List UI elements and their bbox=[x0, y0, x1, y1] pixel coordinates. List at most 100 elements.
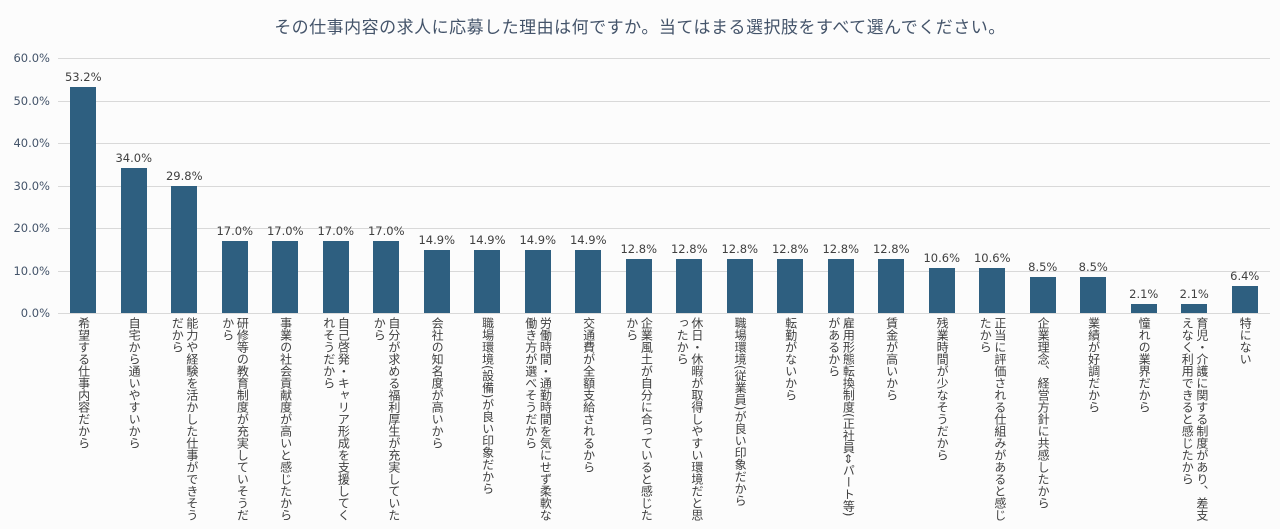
bar-value-label: 17.0% bbox=[216, 224, 254, 238]
bar-value-label: 2.1% bbox=[1129, 287, 1159, 301]
gridline bbox=[58, 313, 1270, 314]
bar-value-label: 12.8% bbox=[721, 242, 759, 256]
category-label: 賃金が高いから bbox=[884, 317, 899, 401]
gridline bbox=[58, 143, 1270, 144]
category-label: 育児・介護に関する制度があり、差支えなく利用できると感じたから bbox=[1180, 317, 1209, 521]
category-label: 自宅から通いやすいから bbox=[127, 317, 142, 449]
category-label: 職場環境(従業員)が良い印象だから bbox=[733, 317, 748, 507]
category-label: 転勤がないから bbox=[783, 317, 798, 401]
category-label: 会社の知名度が高いから bbox=[430, 317, 445, 449]
category-label: 企業風土が自分に合っていると感じたから bbox=[624, 317, 654, 521]
bar-slot: 10.6% bbox=[967, 58, 1018, 313]
bar-slot: 12.8% bbox=[614, 58, 665, 313]
category-label-cell: 特にない bbox=[1220, 317, 1271, 525]
category-label-cell: 残業時間が少なそうだから bbox=[917, 317, 968, 525]
bar bbox=[120, 168, 147, 313]
bar bbox=[171, 186, 198, 313]
category-label-cell: 転勤がないから bbox=[765, 317, 816, 525]
bar-slot: 17.0% bbox=[361, 58, 412, 313]
bar bbox=[1029, 277, 1056, 313]
category-label: 企業理念、経営方針に共感したから bbox=[1036, 317, 1051, 509]
bar-value-label: 12.8% bbox=[620, 242, 658, 256]
bar bbox=[625, 259, 652, 313]
category-label-cell: 職場環境(従業員)が良い印象だから bbox=[715, 317, 766, 525]
category-label-cell: 育児・介護に関する制度があり、差支えなく利用できると感じたから bbox=[1169, 317, 1220, 525]
category-label: 労働時間・通勤時間を気にせず柔軟な働き方が選べそうだから bbox=[523, 317, 553, 521]
gridline bbox=[58, 186, 1270, 187]
category-label: 正当に評価される仕組みがあると感じたから bbox=[978, 317, 1007, 521]
bar-value-label: 14.9% bbox=[569, 233, 607, 247]
bar-value-label: 17.0% bbox=[367, 224, 405, 238]
bar-slot: 6.4% bbox=[1220, 58, 1271, 313]
bar-slot: 8.5% bbox=[1018, 58, 1069, 313]
bar-slot: 17.0% bbox=[311, 58, 362, 313]
bar-value-label: 53.2% bbox=[64, 70, 102, 84]
bar bbox=[272, 241, 299, 313]
category-label-cell: 自分が求める福利厚生が充実していたから bbox=[361, 317, 412, 525]
category-label: 憧れの業界だから bbox=[1137, 317, 1152, 413]
bar bbox=[474, 250, 501, 313]
bar-value-label: 29.8% bbox=[165, 169, 203, 183]
category-label: 事業の社会貢献度が高いと感じたから bbox=[278, 317, 293, 521]
y-axis-tick-label: 60.0% bbox=[13, 51, 50, 65]
bar-value-label: 6.4% bbox=[1230, 269, 1260, 283]
bar-value-label: 17.0% bbox=[317, 224, 355, 238]
bar bbox=[70, 87, 97, 313]
category-label-cell: 休日・休暇が取得しやすい環境だと思ったから bbox=[664, 317, 715, 525]
gridline bbox=[58, 228, 1270, 229]
bar-value-label: 2.1% bbox=[1179, 287, 1209, 301]
bar-value-label: 17.0% bbox=[266, 224, 304, 238]
bar-value-label: 10.6% bbox=[973, 251, 1011, 265]
bar-value-label: 12.8% bbox=[822, 242, 860, 256]
category-label-cell: 企業理念、経営方針に共感したから bbox=[1018, 317, 1069, 525]
category-label: 特にない bbox=[1238, 317, 1253, 365]
category-label-cell: 自己啓発・キャリア形成を支援してくれそうだから bbox=[311, 317, 362, 525]
bar-slot: 53.2% bbox=[58, 58, 109, 313]
y-axis-tick-label: 0.0% bbox=[20, 306, 50, 320]
bar bbox=[777, 259, 804, 313]
bar-slot: 10.6% bbox=[917, 58, 968, 313]
bar-value-label: 10.6% bbox=[923, 251, 961, 265]
bar-value-label: 14.9% bbox=[418, 233, 456, 247]
bar-slot: 12.8% bbox=[765, 58, 816, 313]
bar bbox=[726, 259, 753, 313]
bar bbox=[827, 259, 854, 313]
bar-value-label: 12.8% bbox=[771, 242, 809, 256]
category-label-cell: 労働時間・通勤時間を気にせず柔軟な働き方が選べそうだから bbox=[513, 317, 564, 525]
category-axis-labels: 希望する仕事内容だから 自宅から通いやすいから 能力や経験を活かした仕事ができそうだ… bbox=[58, 317, 1270, 525]
bar-slot: 12.8% bbox=[664, 58, 715, 313]
chart-title: その仕事内容の求人に応募した理由は何ですか。当てはまる選択肢をすべて選んでくださ… bbox=[274, 18, 1006, 38]
bar-slot: 12.8% bbox=[715, 58, 766, 313]
bar-slot: 14.9% bbox=[513, 58, 564, 313]
bar bbox=[1080, 277, 1107, 313]
category-label-cell: 職場環境(設備)が良い印象だから bbox=[462, 317, 513, 525]
bar-value-label: 34.0% bbox=[115, 151, 153, 165]
category-label: 能力や経験を活かした仕事ができそうだから bbox=[170, 317, 199, 521]
category-label-cell: 業績が好調だから bbox=[1068, 317, 1119, 525]
bar-slot: 17.0% bbox=[210, 58, 261, 313]
bar bbox=[1130, 304, 1157, 313]
bar-slot: 2.1% bbox=[1119, 58, 1170, 313]
category-label-cell: 憧れの業界だから bbox=[1119, 317, 1170, 525]
bar-value-label: 12.8% bbox=[670, 242, 708, 256]
gridline bbox=[58, 58, 1270, 59]
category-label-cell: 能力や経験を活かした仕事ができそうだから bbox=[159, 317, 210, 525]
y-axis-tick-label: 10.0% bbox=[13, 264, 50, 278]
bar-slot: 12.8% bbox=[816, 58, 867, 313]
category-label-cell: 研修等の教育制度が充実していそうだから bbox=[210, 317, 261, 525]
category-label: 自己啓発・キャリア形成を支援してくれそうだから bbox=[321, 317, 351, 521]
bar-slot: 17.0% bbox=[260, 58, 311, 313]
bar-slot: 14.9% bbox=[563, 58, 614, 313]
bar-value-label: 12.8% bbox=[872, 242, 910, 256]
bar-slot: 34.0% bbox=[109, 58, 160, 313]
y-axis-tick-label: 20.0% bbox=[13, 221, 50, 235]
category-label: 交通費が全額支給されるから bbox=[581, 317, 596, 473]
bar bbox=[423, 250, 450, 313]
gridline bbox=[58, 271, 1270, 272]
category-label: 雇用形態転換制度(正社員⇔パート等)があるから bbox=[826, 317, 856, 517]
bar-slot: 14.9% bbox=[412, 58, 463, 313]
category-label-cell: 正当に評価される仕組みがあると感じたから bbox=[967, 317, 1018, 525]
category-label-cell: 賃金が高いから bbox=[866, 317, 917, 525]
bar bbox=[524, 250, 551, 313]
